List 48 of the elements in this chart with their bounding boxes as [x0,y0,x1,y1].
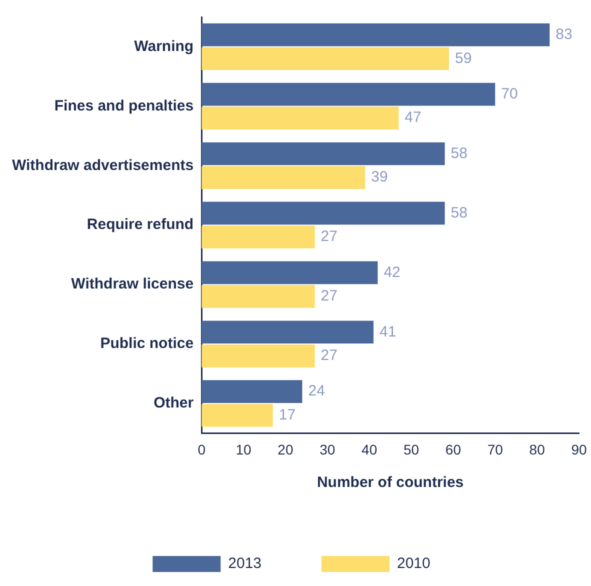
x-tick-label: 50 [403,441,420,458]
data-label: 41 [380,323,396,340]
legend-label: 2013 [228,555,262,572]
y-tick-label: Public notice [100,335,194,352]
y-tick-label: Fines and penalties [54,97,194,114]
data-label: 27 [320,288,338,305]
x-tick-label: 80 [529,441,546,458]
y-tick-label: Warning [134,38,194,55]
x-tick-label: 60 [445,441,462,458]
x-tick-label: 40 [362,441,378,458]
bar [202,82,496,106]
legend-label: 2010 [397,555,430,572]
bar [202,166,366,189]
x-tick-label: 20 [278,441,294,458]
y-tick-label: Other [154,394,194,412]
bar [202,261,378,284]
bar [202,285,315,308]
data-label: 83 [556,26,572,43]
data-label: 42 [384,264,400,281]
bar [202,23,550,46]
data-label: 27 [320,347,338,364]
x-tick-label: 10 [236,441,252,458]
data-label: 58 [450,204,468,222]
y-tick-label: Withdraw license [71,276,194,293]
x-axis-title: Number of countries [316,474,464,492]
bar [202,202,445,225]
x-tick-label: 90 [571,441,587,458]
bar [202,344,315,368]
bar [202,106,399,130]
bar [202,142,445,166]
x-tick-label: 0 [198,441,206,458]
data-label: 39 [371,168,388,186]
bar [202,404,273,427]
data-label: 70 [501,85,518,102]
data-label: 24 [308,382,325,400]
bar [202,226,315,248]
bar [202,380,302,403]
data-label: 17 [278,406,296,424]
data-label: 27 [320,228,338,246]
y-tick-label: Withdraw advertisements [12,156,194,174]
data-label: 59 [455,50,472,67]
data-label: 58 [450,144,468,162]
bar [202,320,374,344]
x-tick-label: 30 [320,441,336,458]
x-tick-label: 70 [487,441,504,458]
y-tick-label: Require refund [86,216,194,234]
bar [202,47,449,70]
data-label: 47 [404,109,422,126]
